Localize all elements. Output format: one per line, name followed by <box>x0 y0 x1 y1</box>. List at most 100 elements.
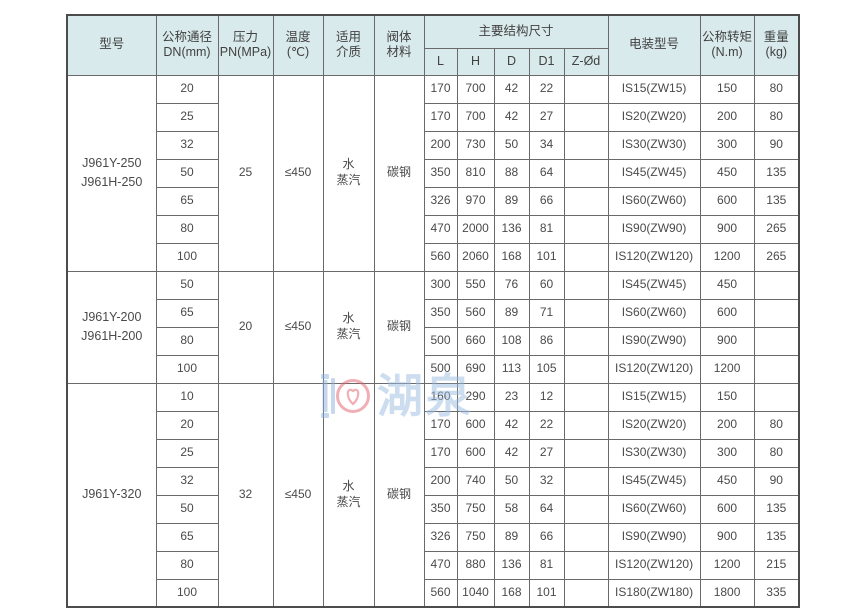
cell-zod <box>563 382 609 412</box>
table-row: 50 350 810 88 64 IS45(ZW45) 450 135 <box>67 158 800 188</box>
cell-dn: 65 <box>155 298 219 328</box>
cell-torque: 1200 <box>699 242 755 272</box>
header-row-2: L H D D1 Z-Ød <box>67 47 799 76</box>
cell-h: 690 <box>456 354 495 384</box>
cell-l: 500 <box>423 326 458 356</box>
cell-l: 350 <box>423 158 458 188</box>
cell-d1: 64 <box>528 494 565 524</box>
cell-dn: 25 <box>155 438 219 468</box>
cell-torque: 300 <box>699 438 755 468</box>
cell-torque: 450 <box>699 158 755 188</box>
cell-d1: 66 <box>528 186 565 216</box>
cell-d: 42 <box>493 438 530 468</box>
cell-dn: 80 <box>155 326 219 356</box>
cell-d: 58 <box>493 494 530 524</box>
cell-d: 168 <box>493 578 530 608</box>
cell-dn: 100 <box>155 242 219 272</box>
cell-torque: 450 <box>699 270 755 300</box>
cell-medium: 水 蒸汽 <box>322 270 375 384</box>
cell-material: 碳钢 <box>373 382 425 608</box>
cell-zod <box>563 130 609 160</box>
cell-l: 170 <box>423 102 458 132</box>
cell-l: 500 <box>423 354 458 384</box>
cell-dn: 50 <box>155 494 219 524</box>
cell-zod <box>563 494 609 524</box>
cell-zod <box>563 326 609 356</box>
cell-h: 290 <box>456 382 495 412</box>
cell-zod <box>563 158 609 188</box>
cell-medium: 水 蒸汽 <box>322 382 375 608</box>
col-header-model: 型号 <box>66 14 157 76</box>
col-header-weight: 重量 (kg) <box>753 14 800 76</box>
cell-material: 碳钢 <box>373 270 425 384</box>
cell-d1: 22 <box>528 74 565 104</box>
cell-device: IS90(ZW90) <box>607 326 701 356</box>
cell-pn: 25 <box>217 74 274 272</box>
cell-weight: 135 <box>753 522 800 552</box>
cell-d: 89 <box>493 298 530 328</box>
cell-temp: ≤450 <box>272 74 324 272</box>
table-row: 80 470 2000 136 81 IS90(ZW90) 900 265 <box>67 214 800 244</box>
cell-zod <box>563 438 609 468</box>
cell-model: J961Y-200 J961H-200 <box>66 270 157 384</box>
cell-l: 200 <box>423 466 458 496</box>
cell-zod <box>563 186 609 216</box>
cell-h: 660 <box>456 326 495 356</box>
cell-device: IS20(ZW20) <box>607 410 701 440</box>
cell-l: 300 <box>423 270 458 300</box>
cell-d: 136 <box>493 214 530 244</box>
cell-h: 970 <box>456 186 495 216</box>
cell-temp: ≤450 <box>272 382 324 608</box>
col-header-torque: 公称转矩 (N.m) <box>699 14 755 76</box>
cell-d1: 12 <box>528 382 565 412</box>
cell-zod <box>563 578 609 608</box>
cell-weight: 80 <box>753 102 800 132</box>
spec-table: 型号 公称通径 DN(mm) 压力 PN(MPa) 温度 (℃) 适用 介质 阀… <box>66 14 801 608</box>
cell-h: 560 <box>456 298 495 328</box>
cell-l: 470 <box>423 550 458 580</box>
cell-l: 350 <box>423 298 458 328</box>
cell-zod <box>563 466 609 496</box>
cell-device: IS120(ZW120) <box>607 354 701 384</box>
cell-d1: 27 <box>528 438 565 468</box>
cell-h: 600 <box>456 410 495 440</box>
cell-d1: 22 <box>528 410 565 440</box>
cell-torque: 900 <box>699 326 755 356</box>
cell-h: 740 <box>456 466 495 496</box>
cell-h: 550 <box>456 270 495 300</box>
cell-l: 350 <box>423 494 458 524</box>
cell-dn: 100 <box>155 578 219 608</box>
table-row: 100 560 1040 168 101 IS180(ZW180) 1800 335 <box>67 578 800 608</box>
cell-weight: 80 <box>753 74 800 104</box>
cell-zod <box>563 410 609 440</box>
col-header-pn: 压力 PN(MPa) <box>217 14 274 76</box>
cell-l: 170 <box>423 438 458 468</box>
col-header-material: 阀体 材料 <box>373 14 425 76</box>
col-header-dim-l: L <box>423 47 458 76</box>
cell-weight: 80 <box>753 438 800 468</box>
col-header-medium: 适用 介质 <box>322 14 375 76</box>
cell-device: IS45(ZW45) <box>607 158 701 188</box>
table-row: 25 170 600 42 27 IS30(ZW30) 300 80 <box>67 438 800 468</box>
cell-h: 1040 <box>456 578 495 608</box>
cell-torque: 200 <box>699 102 755 132</box>
col-header-dim-d: D <box>493 47 530 76</box>
cell-weight: 90 <box>753 130 800 160</box>
cell-torque: 600 <box>699 494 755 524</box>
cell-device: IS15(ZW15) <box>607 382 701 412</box>
cell-d: 136 <box>493 550 530 580</box>
cell-zod <box>563 102 609 132</box>
cell-h: 2000 <box>456 214 495 244</box>
cell-d: 42 <box>493 410 530 440</box>
cell-d: 42 <box>493 102 530 132</box>
cell-zod <box>563 298 609 328</box>
cell-dn: 20 <box>155 410 219 440</box>
cell-h: 2060 <box>456 242 495 272</box>
cell-d: 42 <box>493 74 530 104</box>
cell-d1: 27 <box>528 102 565 132</box>
cell-pn: 20 <box>217 270 274 384</box>
table-row: 32 200 740 50 32 IS45(ZW45) 450 90 <box>67 466 800 496</box>
table-row: 25 170 700 42 27 IS20(ZW20) 200 80 <box>67 102 800 132</box>
col-header-dims-group: 主要结构尺寸 <box>423 14 609 49</box>
cell-d: 113 <box>493 354 530 384</box>
